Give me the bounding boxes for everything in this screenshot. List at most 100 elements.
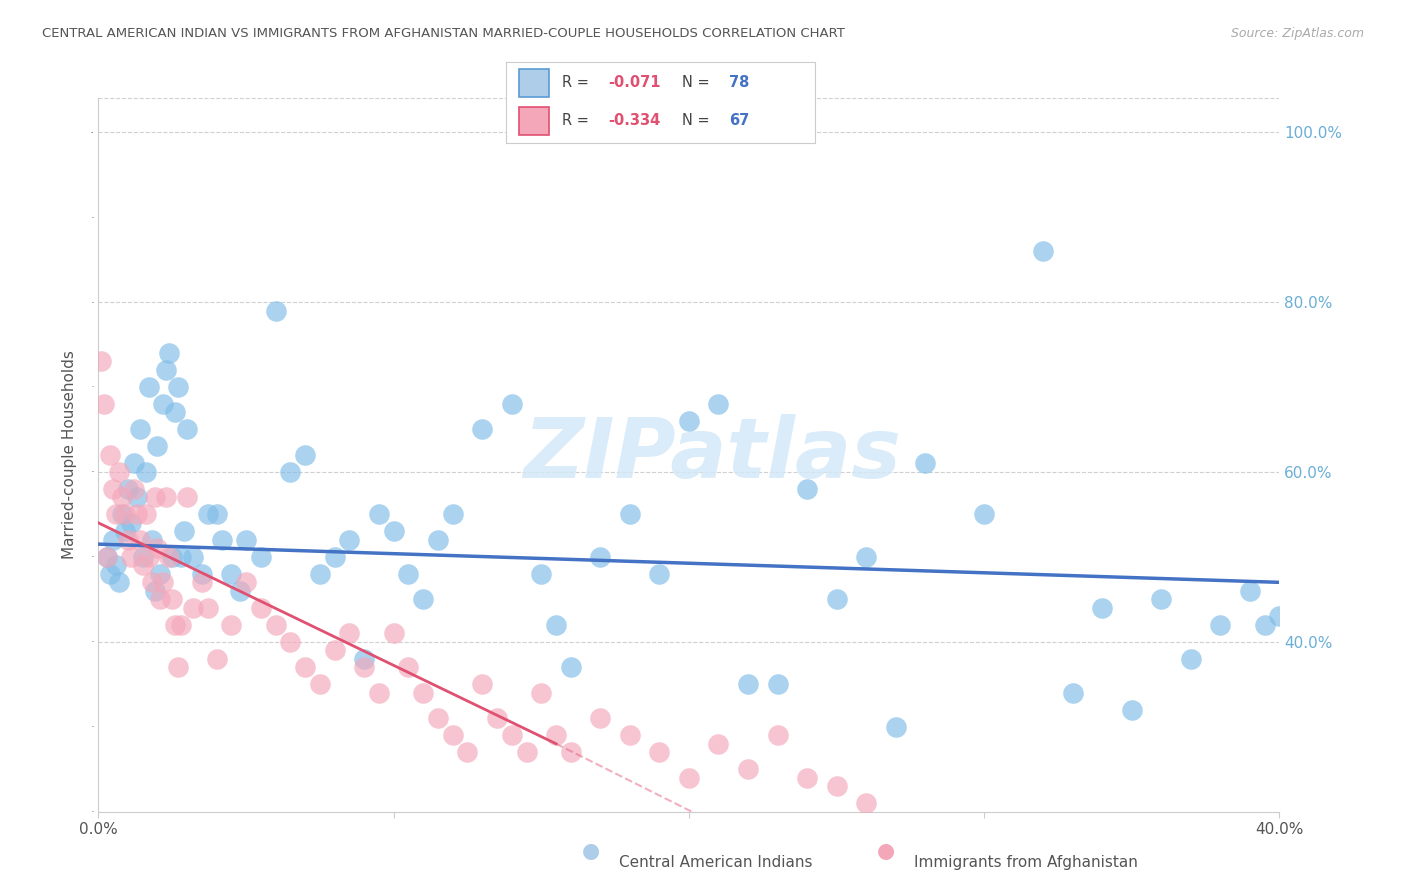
Point [560,660,582,674]
Point [441,508,464,522]
Point [1268,609,1291,624]
Point [589,711,612,725]
Point [560,745,582,759]
Point [412,686,434,700]
Point [294,660,316,674]
Point [157,346,180,360]
Point [155,491,177,505]
Text: R =: R = [562,112,593,128]
Point [796,771,818,785]
Point [914,457,936,471]
Point [486,711,509,725]
Point [120,516,142,530]
Text: 78: 78 [728,75,749,90]
Point [235,533,257,547]
Point [141,575,163,590]
Text: N =: N = [682,75,714,90]
Text: Source: ZipAtlas.com: Source: ZipAtlas.com [1230,27,1364,40]
Point [135,508,157,522]
Point [149,592,172,607]
Point [146,541,169,556]
Point [619,508,641,522]
Point [456,745,478,759]
Text: ●: ● [582,841,599,861]
Point [138,549,160,564]
Point [176,422,198,436]
Point [211,533,233,547]
Point [250,600,273,615]
Point [353,660,375,674]
Point [114,508,136,522]
Point [368,686,391,700]
Point [546,617,568,632]
Point [96,549,118,564]
Point [191,575,214,590]
Point [122,457,145,471]
Point [98,448,121,462]
Point [103,482,125,496]
Point [294,448,316,462]
Point [855,549,877,564]
Point [441,728,464,742]
Text: ●: ● [877,841,894,861]
Point [181,549,204,564]
Text: CENTRAL AMERICAN INDIAN VS IMMIGRANTS FROM AFGHANISTAN MARRIED-COUPLE HOUSEHOLDS: CENTRAL AMERICAN INDIAN VS IMMIGRANTS FR… [42,27,845,40]
Point [108,575,131,590]
Point [170,617,193,632]
Point [162,592,183,607]
Point [973,508,995,522]
Point [278,465,302,479]
Point [501,728,523,742]
Point [176,491,198,505]
Point [1239,583,1261,598]
Point [427,533,450,547]
Point [98,566,121,581]
Point [766,677,789,691]
Point [250,549,273,564]
Point [678,414,700,428]
Point [589,549,612,564]
Point [103,533,125,547]
Point [427,711,450,725]
Point [707,737,730,751]
Point [165,617,187,632]
Point [1121,703,1143,717]
Point [278,635,302,649]
Point [141,533,163,547]
FancyBboxPatch shape [519,69,550,97]
Point [309,566,332,581]
Point [471,422,494,436]
Point [1032,244,1054,258]
Point [93,397,115,411]
Point [737,677,759,691]
Point [855,796,877,810]
Point [264,303,287,318]
Point [122,482,145,496]
Point [181,600,204,615]
Point [117,482,139,496]
Text: 67: 67 [728,112,749,128]
Point [128,422,150,436]
Point [1254,617,1277,632]
Text: Central American Indians: Central American Indians [619,855,813,870]
Point [368,508,391,522]
Point [648,566,671,581]
Point [825,779,848,793]
Point [1091,600,1114,615]
Point [146,439,169,453]
Point [108,465,131,479]
Point [221,617,243,632]
Point [152,397,174,411]
Point [546,728,568,742]
Text: N =: N = [682,112,714,128]
Point [737,762,759,776]
Point [229,583,252,598]
Point [1062,686,1084,700]
Point [205,508,228,522]
Point [1150,592,1173,607]
Point [501,397,523,411]
Point [162,549,183,564]
Text: -0.071: -0.071 [609,75,661,90]
Point [157,549,180,564]
Point [128,533,150,547]
